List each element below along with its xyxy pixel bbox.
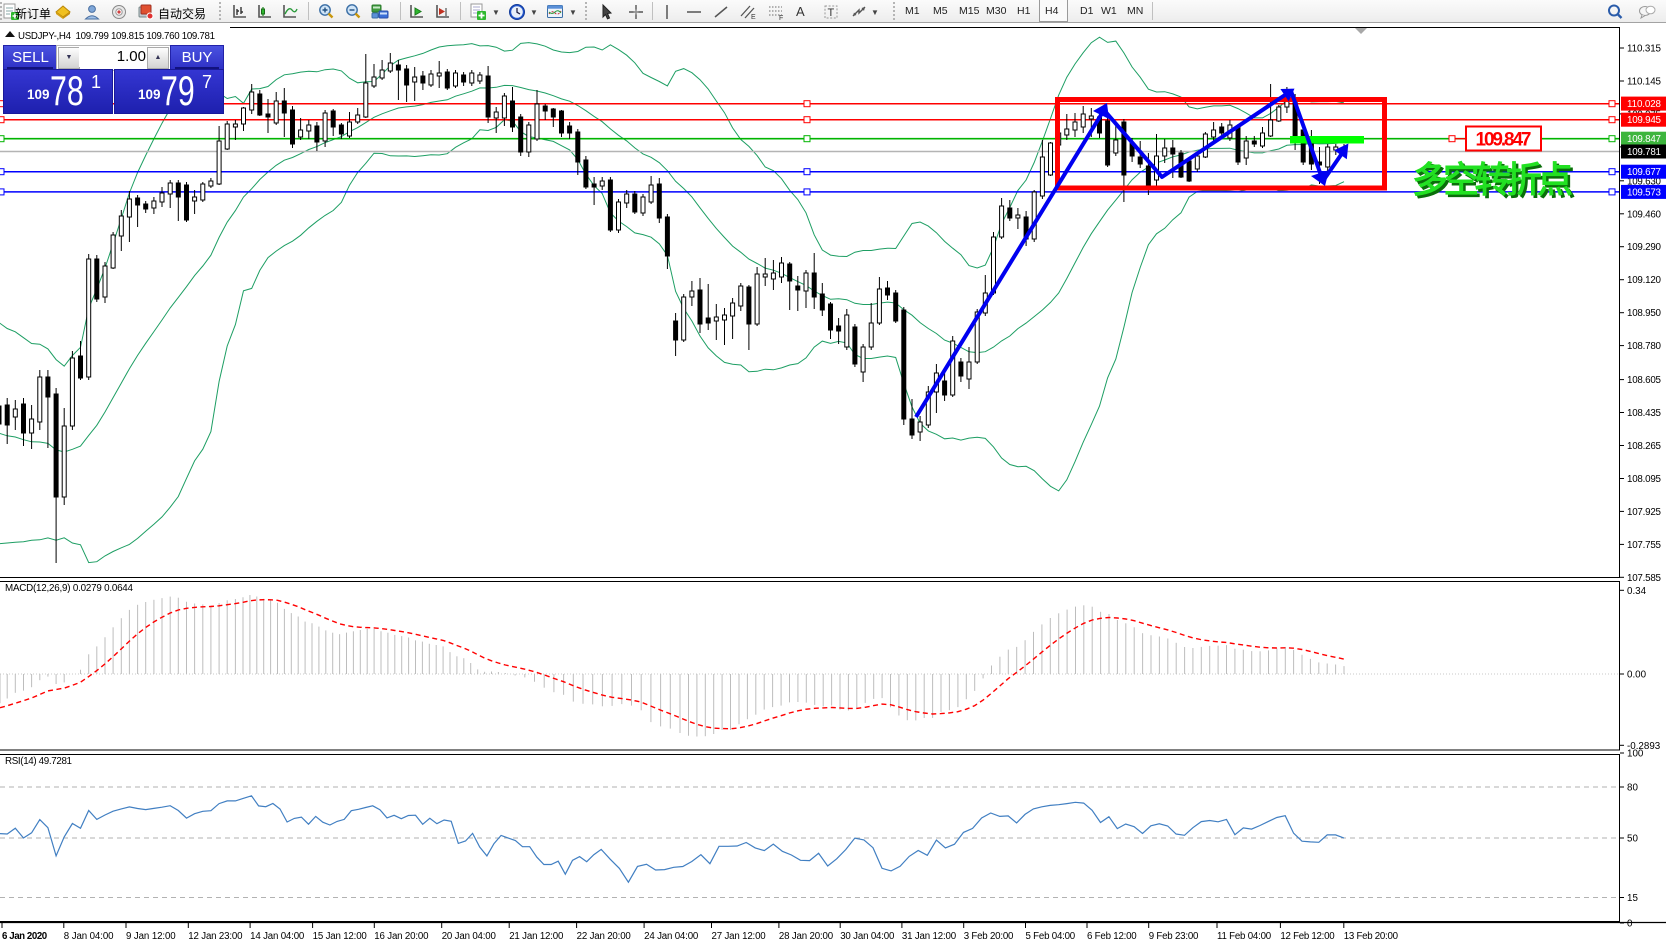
svg-text:108.265: 108.265 [1627,441,1662,452]
svg-text:MACD(12,26,9) 0.0279 0.0644: MACD(12,26,9) 0.0279 0.0644 [5,583,134,594]
svg-text:F: F [779,15,783,21]
svg-text:15 Jan 12:00: 15 Jan 12:00 [313,931,368,942]
svg-text:-0.2893: -0.2893 [1627,741,1661,752]
svg-text:12 Jan 23:00: 12 Jan 23:00 [188,931,243,942]
svg-text:USDJPY-,H4 109.799 109.815 10: USDJPY-,H4 109.799 109.815 109.760 109.7… [18,31,215,42]
svg-text:108.435: 108.435 [1627,408,1662,419]
svg-text:6 Feb 12:00: 6 Feb 12:00 [1087,931,1137,942]
svg-text:50: 50 [1627,834,1638,845]
svg-text:多空转折点: 多空转折点 [1412,159,1573,200]
svg-text:109.460: 109.460 [1627,209,1662,220]
svg-text:14 Jan 04:00: 14 Jan 04:00 [250,931,305,942]
svg-text:30 Jan 04:00: 30 Jan 04:00 [840,931,895,942]
svg-text:28 Jan 20:00: 28 Jan 20:00 [779,931,834,942]
svg-text:24 Jan 04:00: 24 Jan 04:00 [644,931,699,942]
svg-text:15: 15 [1627,893,1638,904]
svg-text:20 Jan 04:00: 20 Jan 04:00 [442,931,497,942]
svg-text:RSI(14) 49.7281: RSI(14) 49.7281 [5,756,72,767]
svg-text:108.095: 108.095 [1627,474,1662,485]
svg-text:109.630: 109.630 [1627,176,1662,187]
svg-text:12 Feb 12:00: 12 Feb 12:00 [1280,931,1335,942]
svg-text:108.605: 108.605 [1627,375,1662,386]
svg-text:9 Feb 23:00: 9 Feb 23:00 [1149,931,1199,942]
svg-text:16 Jan 20:00: 16 Jan 20:00 [374,931,429,942]
svg-text:6 Jan 2020: 6 Jan 2020 [2,931,47,942]
svg-text:110.145: 110.145 [1627,77,1662,88]
svg-text:0.00: 0.00 [1627,670,1647,681]
svg-text:3 Feb 20:00: 3 Feb 20:00 [964,931,1014,942]
svg-text:T: T [828,7,835,19]
svg-text:107.925: 107.925 [1627,507,1662,518]
svg-text:0.34: 0.34 [1627,586,1647,597]
svg-text:109.945: 109.945 [1627,115,1662,126]
svg-text:27 Jan 12:00: 27 Jan 12:00 [712,931,767,942]
svg-text:109.677: 109.677 [1627,167,1661,178]
svg-text:109.781: 109.781 [1627,147,1661,158]
svg-text:110.315: 110.315 [1627,44,1662,55]
svg-text:110.028: 110.028 [1627,99,1662,110]
svg-text:108.780: 108.780 [1627,341,1662,352]
svg-text:5 Feb 04:00: 5 Feb 04:00 [1026,931,1076,942]
svg-text:11 Feb 04:00: 11 Feb 04:00 [1217,931,1272,942]
svg-text:21 Jan 12:00: 21 Jan 12:00 [509,931,564,942]
svg-text:109.290: 109.290 [1627,242,1662,253]
svg-text:31 Jan 12:00: 31 Jan 12:00 [902,931,957,942]
svg-text:109.847: 109.847 [1476,130,1532,151]
svg-text:0: 0 [1627,919,1633,930]
svg-text:E: E [751,14,756,21]
svg-text:9 Jan 12:00: 9 Jan 12:00 [126,931,176,942]
svg-text:109.120: 109.120 [1627,275,1662,286]
svg-text:100: 100 [1627,749,1644,760]
svg-text:107.585: 107.585 [1627,573,1662,584]
svg-text:107.755: 107.755 [1627,540,1662,551]
svg-text:22 Jan 20:00: 22 Jan 20:00 [577,931,632,942]
svg-text:108.950: 108.950 [1627,308,1662,319]
svg-text:13 Feb 20:00: 13 Feb 20:00 [1344,931,1399,942]
svg-text:8 Jan 04:00: 8 Jan 04:00 [64,931,114,942]
svg-text:109.847: 109.847 [1627,134,1661,145]
svg-text:多空转折点: 多空转折点 [1415,162,1576,203]
svg-text:109.573: 109.573 [1627,187,1662,198]
svg-text:80: 80 [1627,783,1638,794]
